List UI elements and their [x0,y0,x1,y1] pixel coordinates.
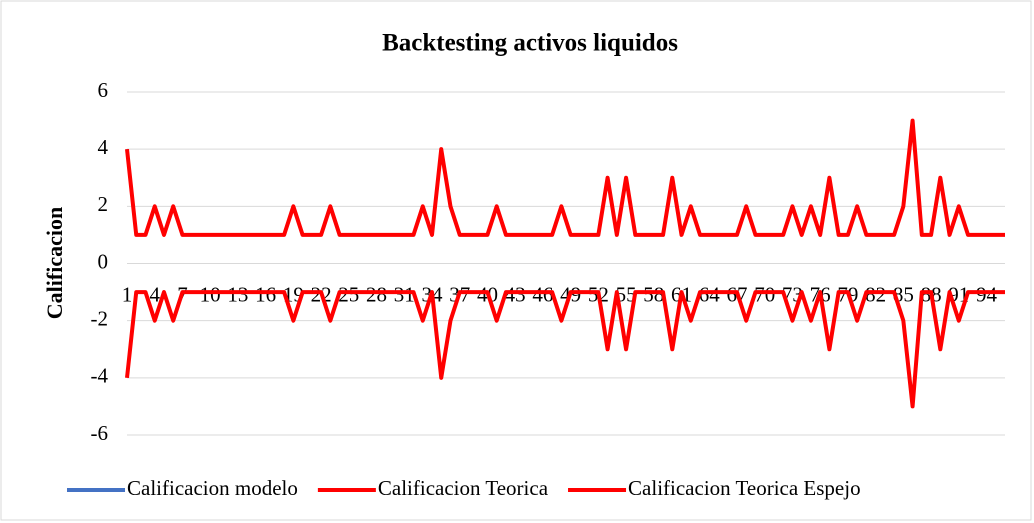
y-tick-label: 0 [98,249,109,273]
x-tick-label: 94 [976,282,998,306]
x-tick-label: 46 [532,282,553,306]
y-tick-label: 6 [98,78,109,102]
series-line [125,290,1005,409]
legend-label: Calificacion Teorica [378,476,549,500]
x-tick-label: 70 [754,282,775,306]
x-tick-label: 55 [616,282,637,306]
x-tick-label: 10 [200,282,221,306]
x-tick-label: 43 [505,282,526,306]
x-tick-label: 58 [643,282,664,306]
x-tick-label: 31 [394,282,415,306]
y-tick-label: 4 [98,135,109,159]
x-tick-label: 64 [699,282,721,306]
x-tick-label: 16 [255,282,276,306]
x-tick-label: 25 [338,282,359,306]
x-tick-label: 13 [227,282,248,306]
chart-title: Backtesting activos liquidos [382,30,678,57]
legend-label: Calificacion Teorica Espejo [628,476,861,500]
y-tick-label: -2 [91,306,109,330]
x-tick-label: 4 [149,282,160,306]
y-tick-label: -4 [91,364,109,388]
x-tick-label: 82 [865,282,886,306]
x-tick-label: 1 [122,282,133,306]
series-line [125,118,1005,237]
legend-label: Calificacion modelo [127,476,298,500]
x-tick-label: 28 [366,282,387,306]
y-axis-label: Calificacion [42,207,67,319]
y-tick-label: -6 [91,421,109,445]
y-tick-label: 2 [98,192,109,216]
